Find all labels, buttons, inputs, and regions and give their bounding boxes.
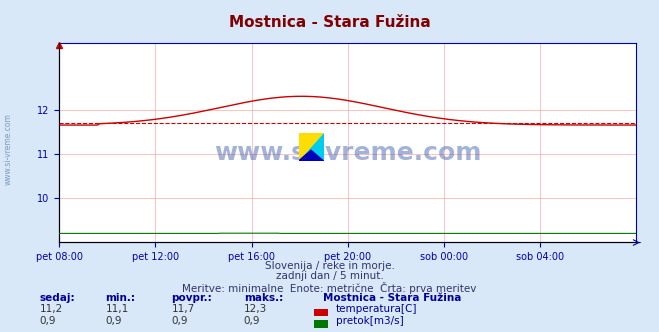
Text: 11,7: 11,7 bbox=[171, 304, 194, 314]
Text: Mostnica - Stara Fužina: Mostnica - Stara Fužina bbox=[323, 293, 461, 303]
Bar bbox=[314, 320, 328, 328]
Text: temperatura[C]: temperatura[C] bbox=[336, 304, 418, 314]
Text: 0,9: 0,9 bbox=[40, 316, 56, 326]
Text: maks.:: maks.: bbox=[244, 293, 283, 303]
Text: Mostnica - Stara Fužina: Mostnica - Stara Fužina bbox=[229, 15, 430, 30]
Text: Slovenija / reke in morje.: Slovenija / reke in morje. bbox=[264, 261, 395, 271]
Text: 0,9: 0,9 bbox=[244, 316, 260, 326]
Text: Meritve: minimalne  Enote: metrične  Črta: prva meritev: Meritve: minimalne Enote: metrične Črta:… bbox=[183, 282, 476, 294]
Text: zadnji dan / 5 minut.: zadnji dan / 5 minut. bbox=[275, 271, 384, 281]
Text: 0,9: 0,9 bbox=[171, 316, 188, 326]
Polygon shape bbox=[299, 150, 324, 161]
Text: min.:: min.: bbox=[105, 293, 136, 303]
Text: pretok[m3/s]: pretok[m3/s] bbox=[336, 316, 404, 326]
Text: www.si-vreme.com: www.si-vreme.com bbox=[4, 114, 13, 185]
Polygon shape bbox=[299, 133, 324, 161]
Text: 12,3: 12,3 bbox=[244, 304, 267, 314]
Text: povpr.:: povpr.: bbox=[171, 293, 212, 303]
Text: 11,2: 11,2 bbox=[40, 304, 63, 314]
Text: sedaj:: sedaj: bbox=[40, 293, 75, 303]
Bar bbox=[314, 309, 328, 316]
Polygon shape bbox=[299, 133, 324, 161]
Text: 0,9: 0,9 bbox=[105, 316, 122, 326]
Text: 11,1: 11,1 bbox=[105, 304, 129, 314]
Text: www.si-vreme.com: www.si-vreme.com bbox=[214, 141, 481, 165]
